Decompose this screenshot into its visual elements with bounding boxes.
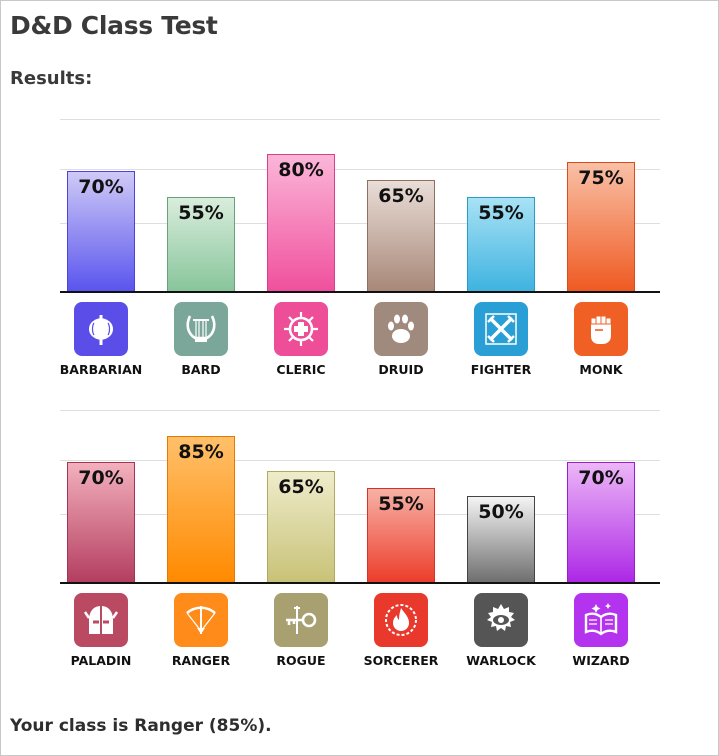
key-icon — [274, 593, 328, 647]
bar-value-label: 65% — [378, 185, 424, 207]
page-title: D&D Class Test — [10, 11, 218, 40]
class-label: RANGER — [171, 653, 231, 668]
bar-monk — [567, 162, 635, 292]
bar-value-label: 50% — [478, 501, 524, 523]
class-label: DRUID — [378, 362, 424, 377]
gridline — [60, 410, 660, 411]
bar-value-label: 55% — [178, 202, 224, 224]
bar-value-label: 55% — [378, 493, 424, 515]
class-label: CLERIC — [276, 362, 326, 377]
bar-value-label: 55% — [478, 202, 524, 224]
result-summary: Your class is Ranger (85%). — [10, 716, 272, 736]
bar-value-label: 85% — [178, 441, 224, 463]
lyre-icon — [174, 302, 228, 356]
bar-value-label: 70% — [78, 467, 124, 489]
gridline — [60, 169, 660, 170]
fist-icon — [574, 302, 628, 356]
bow-icon — [174, 593, 228, 647]
class-label: BARD — [181, 362, 221, 377]
bar-barbarian — [67, 171, 135, 292]
bar-bard — [167, 197, 235, 292]
class-label: WARLOCK — [466, 653, 536, 668]
class-label: SORCERER — [363, 653, 439, 668]
bar-value-label: 70% — [78, 176, 124, 198]
bar-value-label: 65% — [278, 476, 324, 498]
x-axis-line — [60, 582, 660, 584]
gridline — [60, 223, 660, 224]
paw-icon — [374, 302, 428, 356]
bar-fighter — [467, 197, 535, 292]
axe-icon — [74, 302, 128, 356]
class-label: WIZARD — [572, 653, 630, 668]
class-label: FIGHTER — [470, 362, 532, 377]
flame-icon — [374, 593, 428, 647]
spellbook-icon — [574, 593, 628, 647]
bar-ranger — [167, 436, 235, 583]
class-label: PALADIN — [70, 653, 132, 668]
gridline — [60, 514, 660, 515]
class-label: MONK — [579, 362, 623, 377]
bar-warlock — [467, 496, 535, 583]
class-label: ROGUE — [276, 653, 326, 668]
bar-paladin — [67, 462, 135, 583]
class-label: BARBARIAN — [59, 362, 143, 377]
bar-value-label: 75% — [578, 167, 624, 189]
x-axis-line — [60, 291, 660, 293]
bar-druid — [367, 180, 435, 292]
bar-wizard — [567, 462, 635, 583]
bar-cleric — [267, 154, 335, 292]
holy-symbol-icon — [274, 302, 328, 356]
bar-value-label: 70% — [578, 467, 624, 489]
results-heading: Results: — [10, 68, 93, 89]
crossed-swords-icon — [474, 302, 528, 356]
gridline — [60, 460, 660, 461]
gridline — [60, 119, 660, 120]
bar-value-label: 80% — [278, 159, 324, 181]
helmet-icon — [74, 593, 128, 647]
eye-icon — [474, 593, 528, 647]
bar-rogue — [267, 471, 335, 583]
